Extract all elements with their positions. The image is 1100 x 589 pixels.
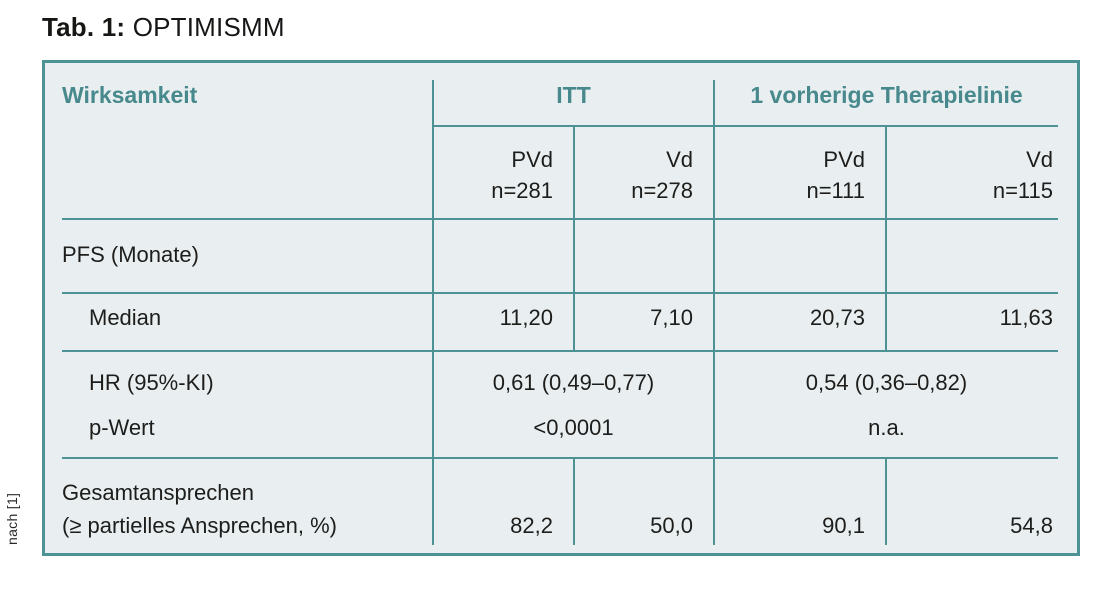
n-label: n=278 bbox=[631, 178, 693, 203]
table-title-study: OPTIMISMM bbox=[132, 12, 285, 42]
median-itt-vd: 7,10 bbox=[650, 305, 693, 330]
orr-line2-pvd: 90,1 bbox=[822, 513, 865, 538]
column-header-line2-vd: Vd n=115 bbox=[887, 144, 1053, 206]
arm-label: Vd bbox=[666, 147, 693, 172]
orr-itt-pvd: 82,2 bbox=[510, 513, 553, 538]
row-label-pfs: PFS (Monate) bbox=[62, 242, 199, 267]
orr-itt-vd: 50,0 bbox=[650, 513, 693, 538]
corner-header: Wirksamkeit bbox=[62, 82, 198, 108]
group-header-prior-line: 1 vorherige Therapielinie bbox=[750, 82, 1023, 108]
divider-line2-pvd-vd-top bbox=[885, 125, 887, 352]
column-header-line2-pvd: PVd n=111 bbox=[715, 144, 865, 206]
pwert-line2: n.a. bbox=[868, 415, 905, 440]
hr-line2: 0,54 (0,36–0,82) bbox=[805, 370, 968, 395]
median-itt-pvd: 11,20 bbox=[499, 305, 553, 330]
row-separator-median bbox=[62, 350, 1058, 352]
hr-itt: 0,61 (0,49–0,77) bbox=[492, 370, 655, 395]
arm-label: PVd bbox=[511, 147, 553, 172]
arm-label: PVd bbox=[823, 147, 865, 172]
citation-note: nach [1] bbox=[4, 492, 20, 546]
efficacy-table: Wirksamkeit ITT 1 vorherige Therapielini… bbox=[42, 60, 1080, 556]
row-label-median: Median bbox=[89, 305, 162, 330]
n-label: n=115 bbox=[992, 178, 1053, 203]
median-line2-pvd: 20,73 bbox=[809, 305, 865, 330]
row-separator-subheader bbox=[62, 218, 1058, 220]
row-label-pwert: p-Wert bbox=[89, 415, 155, 440]
divider-label-itt bbox=[432, 80, 434, 545]
divider-itt-pvd-vd-bottom bbox=[573, 457, 575, 545]
column-header-itt-vd: Vd n=278 bbox=[575, 144, 693, 206]
row-separator-pwert bbox=[62, 457, 1058, 459]
table-title: Tab. 1: OPTIMISMM bbox=[42, 12, 285, 43]
table-grid: Wirksamkeit ITT 1 vorherige Therapielini… bbox=[45, 63, 1077, 553]
row-label-orr: Gesamtansprechen (≥ partielles Anspreche… bbox=[62, 476, 337, 542]
group-header-underline bbox=[432, 125, 1058, 127]
arm-label: Vd bbox=[1026, 147, 1053, 172]
group-header-itt: ITT bbox=[556, 82, 591, 108]
orr-label-line2: (≥ partielles Ansprechen, %) bbox=[62, 513, 337, 538]
column-header-itt-pvd: PVd n=281 bbox=[434, 144, 553, 206]
row-label-hr: HR (95%-KI) bbox=[89, 370, 214, 395]
median-line2-vd: 11,63 bbox=[999, 305, 1053, 330]
divider-line2-pvd-vd-bottom bbox=[885, 457, 887, 545]
row-separator-pfs bbox=[62, 292, 1058, 294]
n-label: n=111 bbox=[806, 178, 865, 203]
table-title-prefix: Tab. 1: bbox=[42, 12, 126, 42]
divider-itt-pvd-vd-top bbox=[573, 125, 575, 352]
pwert-itt: <0,0001 bbox=[533, 415, 614, 440]
divider-groups bbox=[713, 80, 715, 545]
n-label: n=281 bbox=[491, 178, 553, 203]
orr-label-line1: Gesamtansprechen bbox=[62, 480, 254, 505]
orr-line2-vd: 54,8 bbox=[1010, 513, 1053, 538]
